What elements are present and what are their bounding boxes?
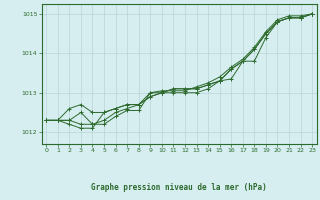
Text: Graphe pression niveau de la mer (hPa): Graphe pression niveau de la mer (hPa) [91,183,267,192]
